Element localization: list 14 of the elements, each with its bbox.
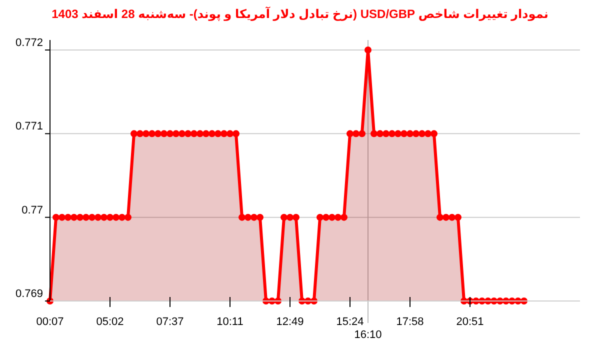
x-tick-label: 20:51	[456, 316, 484, 328]
y-tick-label: 0.772	[15, 37, 43, 49]
x-tick-label: 12:49	[276, 316, 304, 328]
x-tick-label: 15:24	[336, 316, 364, 328]
chart-title: نمودار تغییرات شاخص USD/GBP (نرخ تبادل دلار آمریکا و پوند)- سه‌شنبه 28 اسفند 1403	[52, 6, 548, 21]
y-tick-label: 0.77	[22, 204, 43, 216]
text: 16:10	[354, 329, 382, 341]
x-tick-label: 05:02	[96, 316, 124, 328]
y-tick-label: 0.769	[15, 288, 43, 300]
y-tick-label: 0.771	[15, 120, 43, 133]
x-tick-label: 07:37	[156, 316, 184, 328]
x-tick-label: 00:07	[36, 316, 64, 328]
x-tick-label: 10:11	[216, 316, 244, 328]
x-tick-label: 17:58	[396, 316, 424, 328]
